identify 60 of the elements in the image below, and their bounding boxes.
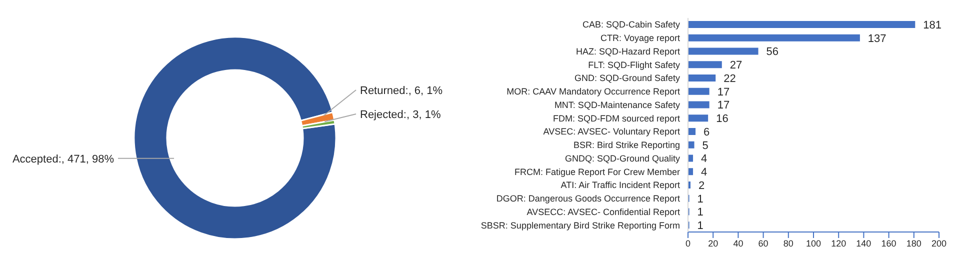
y-tick-label: SBSR: Supplementary Bird Strike Reporting Form xyxy=(480,220,680,230)
y-tick-label: CTR: Voyage report xyxy=(600,33,680,44)
y-tick-label: CAB: SQD-Cabin Safety xyxy=(582,20,680,30)
x-tick-label: 180 xyxy=(906,238,922,248)
data-label: 4 xyxy=(701,166,708,179)
x-tick-label: 160 xyxy=(881,238,896,248)
bar xyxy=(688,48,758,55)
bar xyxy=(688,21,916,28)
y-tick-label: FDM: SQD-FDM sourced report xyxy=(552,113,680,124)
data-label: 56 xyxy=(766,46,779,58)
y-tick-label: AVSECC: AVSEC- Confidential Report xyxy=(526,206,680,217)
y-tick-label: DGOR: Dangerous Goods Occurrence Report xyxy=(496,194,680,204)
bar xyxy=(688,74,716,82)
data-label: :, 6, 1% xyxy=(405,85,443,97)
data-label: 1 xyxy=(697,193,704,206)
x-tick-label: 100 xyxy=(806,238,822,248)
y-tick-label: GNDQ: SQD-Ground Quality xyxy=(564,153,680,164)
bar xyxy=(688,88,710,95)
data-label: :, 471, 98% xyxy=(58,153,114,166)
bar xyxy=(688,34,860,42)
data-label: 6 xyxy=(704,126,710,138)
data-label: :, 3, 1% xyxy=(403,109,441,121)
bar xyxy=(688,141,694,148)
slice-label: Returned xyxy=(360,85,406,97)
y-tick-label: FRCM: Fatigue Report For Crew Member xyxy=(514,166,680,177)
data-label: 22 xyxy=(724,72,736,85)
data-label: 137 xyxy=(868,32,886,45)
y-tick-label: ATI: Air Traffic Incident Report xyxy=(560,180,680,190)
y-tick-label: MOR: CAAV Mandatory Occurrence Report xyxy=(506,86,680,97)
x-tick-label: 120 xyxy=(831,238,846,248)
donut-slice xyxy=(133,36,337,240)
data-label: 27 xyxy=(730,60,742,72)
data-label: 5 xyxy=(702,140,708,152)
y-tick-label: MNT: SQD-Maintenance Safety xyxy=(554,100,680,110)
y-tick-label: GND: SQD-Ground Safety xyxy=(574,73,680,84)
data-label: 181 xyxy=(923,19,942,32)
x-tick-label: 40 xyxy=(733,238,744,248)
x-tick-label: 80 xyxy=(783,238,794,248)
data-label: 4 xyxy=(701,153,708,166)
x-tick-label: 20 xyxy=(708,238,718,248)
data-label: 2 xyxy=(698,180,705,192)
data-label: 1 xyxy=(697,206,704,219)
x-tick-label: 200 xyxy=(931,238,947,248)
y-tick-label: BSR: Bird Strike Reporting xyxy=(573,140,680,150)
y-tick-label: HAZ: SQD-Hazard Report xyxy=(576,46,680,56)
x-tick-label: 60 xyxy=(758,238,768,248)
y-tick-label: FLT: SQD-Flight Safety xyxy=(588,60,680,70)
data-label: 16 xyxy=(716,113,728,126)
x-tick-label: 0 xyxy=(685,238,691,248)
slice-label: Rejected xyxy=(360,109,404,121)
data-label: 17 xyxy=(717,86,730,98)
data-label: 1 xyxy=(697,220,704,232)
bar xyxy=(688,128,696,135)
bar xyxy=(688,101,710,108)
data-label: 17 xyxy=(717,100,730,112)
y-tick-label: AVSEC: AVSEC- Voluntary Report xyxy=(543,126,680,137)
bar xyxy=(688,114,708,122)
slice-label: Accepted xyxy=(12,153,58,166)
bar xyxy=(688,61,722,68)
x-tick-label: 140 xyxy=(856,238,872,248)
